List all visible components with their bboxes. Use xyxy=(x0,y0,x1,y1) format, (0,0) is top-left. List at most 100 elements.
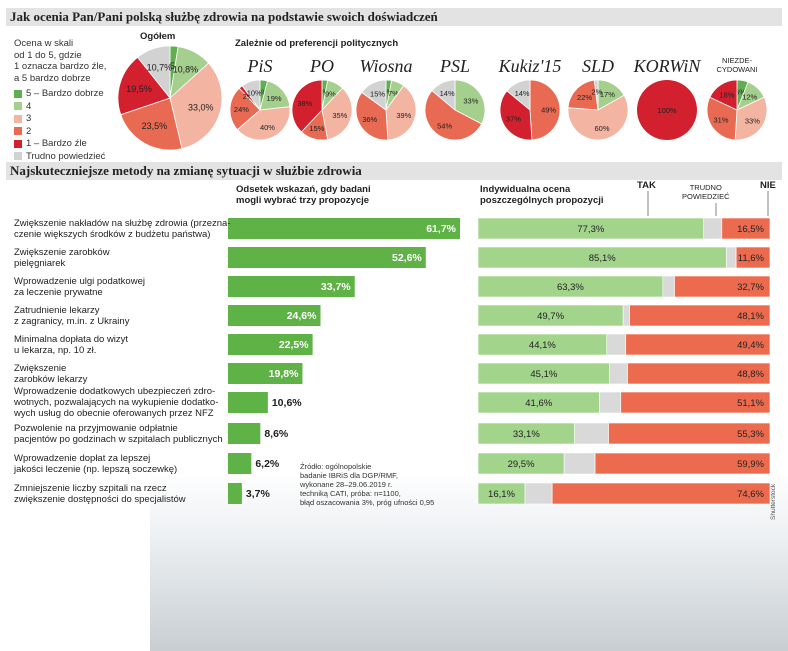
pie-label: 19,5% xyxy=(126,84,152,94)
pie-label: 22% xyxy=(577,93,592,102)
legend-label: 3 xyxy=(26,113,32,124)
stacked-bar-label: 32,7% xyxy=(737,282,764,293)
stacked-bar-label: 49,4% xyxy=(737,340,764,351)
category-label-line: Pozwolenie na przyjmowanie odpłatnie xyxy=(14,422,178,434)
pie-slice xyxy=(637,80,697,140)
pie-label: 23,5% xyxy=(142,121,168,131)
category-label-line: Zwiększenie nakładów na służbę zdrowia (… xyxy=(14,217,231,229)
left-header-line2: mogli wybrać trzy propozycje xyxy=(236,195,370,206)
pie-label: 12% xyxy=(742,92,757,101)
pie-label: 100% xyxy=(657,106,677,115)
pie-label: 33% xyxy=(745,116,760,125)
bar xyxy=(228,423,261,444)
stacked-bar-segment xyxy=(551,482,771,505)
stacked-bar-segment xyxy=(574,422,609,445)
left-header-line1: Odsetek wskazań, gdy badani xyxy=(236,184,371,195)
pie-slice xyxy=(506,79,531,111)
party-name-line: NIEZDE- xyxy=(722,56,752,65)
pie-label: 7% xyxy=(388,89,399,98)
stacked-bar-label: 63,3% xyxy=(557,282,584,293)
section1-title: Jak ocenia Pan/Pani polską służbę zdrowi… xyxy=(6,8,782,26)
category-label-line: Zmniejszenie liczby szpitali na rzecz xyxy=(14,482,167,494)
bar-label: 22,5% xyxy=(279,339,309,351)
bar-label: 61,7% xyxy=(426,223,456,235)
stacked-bar-segment xyxy=(524,482,553,505)
pie-slice xyxy=(169,62,223,150)
category-label-line: wych usług do obecnie oferowanych przez … xyxy=(14,408,214,419)
stacked-bar-segment xyxy=(735,246,771,269)
category-label: Minimalna dopłata do wizyt u lekarza, np.… xyxy=(14,334,128,356)
category-label: Zwiększenie zarobków pielęgniarek xyxy=(14,247,110,269)
pie-slice xyxy=(361,79,387,111)
party-name: NIEZDE- CYDOWANI xyxy=(697,56,777,74)
stacked-bar-segment xyxy=(609,362,628,385)
pie-label: 10,8% xyxy=(173,65,199,75)
legend-item: 2 xyxy=(14,126,106,138)
pie-slice xyxy=(291,79,323,133)
pie-2: 3%7% 39% 36% 15% xyxy=(355,79,417,141)
stacked-bar-segment xyxy=(620,391,771,414)
pie-label: 2,5% xyxy=(162,61,183,71)
legend-intro-line: od 1 do 5, gdzie xyxy=(14,49,82,61)
pie-5: 17% 60% 22%2% xyxy=(567,79,629,141)
bar xyxy=(228,218,460,239)
stacked-bar-label: 55,3% xyxy=(737,429,764,440)
legend-label: 1 – Bardzo źle xyxy=(26,138,87,149)
pie-label: 17% xyxy=(600,90,615,99)
legend-label: 4 xyxy=(26,100,32,112)
category-label-line: za leczenie prywatne xyxy=(14,286,103,298)
pie-slice xyxy=(120,97,183,151)
stacked-bar-segment xyxy=(606,333,627,356)
legend-item: 3 xyxy=(14,113,106,125)
label-yes: TAK xyxy=(637,180,656,191)
category-label-line: Wprowadzenie dopłat za lepszej xyxy=(14,452,151,464)
source-line: badanie IBRiS dla DGP/RMF, xyxy=(300,471,398,480)
category-label: Zwiększenie zarobków lekarzy xyxy=(14,363,87,385)
stacked-bar-label: 11,6% xyxy=(738,253,765,264)
pie-slice xyxy=(117,56,171,116)
bar xyxy=(228,392,268,413)
stacked-bar-segment xyxy=(563,452,596,475)
stacked-bar-segment xyxy=(594,452,771,475)
legend: Ocena w skali od 1 do 5, gdzie 1 oznacza b… xyxy=(14,38,106,162)
party-name: Wiosna xyxy=(359,56,413,76)
legend-intro-line: 1 oznacza bardzo źle, xyxy=(14,61,107,72)
pie-label: 3% xyxy=(318,87,329,96)
legend-swatch xyxy=(14,152,22,161)
category-label-line: jakości leczenie (np. lepszą soczewkę) xyxy=(14,463,178,475)
pie-slice xyxy=(734,96,768,141)
category-label-line: z zagranicy, m.in. z Ukrainy xyxy=(14,315,130,327)
section2-title: Najskuteczniejsze metody na zmianę sytua… xyxy=(6,162,782,180)
stacked-bar-label: 33,1% xyxy=(513,429,540,440)
stacked-bar-label: 44,1% xyxy=(529,340,556,351)
pie-label: 60% xyxy=(595,124,610,133)
pie-slice xyxy=(499,90,533,141)
party-name: SLD xyxy=(581,56,614,76)
bar-label: 33,7% xyxy=(321,281,351,293)
pie-charts: 2,5%10,8% 33,0% 23,5% 19,5% 10,7% 4%19% 40% 24%… xyxy=(117,45,768,151)
category-label: Wprowadzenie dopłat za lepszej jakości le… xyxy=(14,453,177,475)
label-unsure-line1: TRUDNO xyxy=(689,183,722,192)
bar-label: 10,6% xyxy=(272,397,302,409)
left-column-header: Odsetek wskazań, gdy badani mogli wybrać… xyxy=(236,184,436,206)
category-label: Zmniejszenie liczby szpitali na rzecz zwi… xyxy=(14,483,186,505)
pie-slice xyxy=(709,79,738,111)
stacked-bar-label: 41,6% xyxy=(525,398,552,409)
bar-label: 8,6% xyxy=(264,428,289,440)
pie-label: 15% xyxy=(309,124,324,133)
category-label: Zatrudnienie lekarzy z zagranicy, m.in. z… xyxy=(14,305,129,327)
party-name: Kukiz'15 xyxy=(498,56,562,76)
legend-item: 1 – Bardzo źle xyxy=(14,138,106,150)
pie-label: 33% xyxy=(463,96,478,105)
category-label-line: Zwiększenie xyxy=(14,362,67,374)
category-label-line: czenie większych środków z budżetu państ… xyxy=(14,228,211,240)
stacked-bar-label: 59,9% xyxy=(737,459,764,470)
pie-label: 19% xyxy=(267,94,282,103)
category-label-line: u lekarza, np. 10 zł. xyxy=(14,344,97,356)
label-unsure: TRUDNO POWIEDZIEĆ xyxy=(682,183,730,201)
pie-label: 31% xyxy=(713,115,728,124)
pie-label: 14% xyxy=(515,89,530,98)
stacked-bar-label: 16,1% xyxy=(488,489,515,500)
pie-label: 4% xyxy=(257,88,268,97)
pie-0: 4%19% 40% 24% 2%10% xyxy=(229,79,291,141)
